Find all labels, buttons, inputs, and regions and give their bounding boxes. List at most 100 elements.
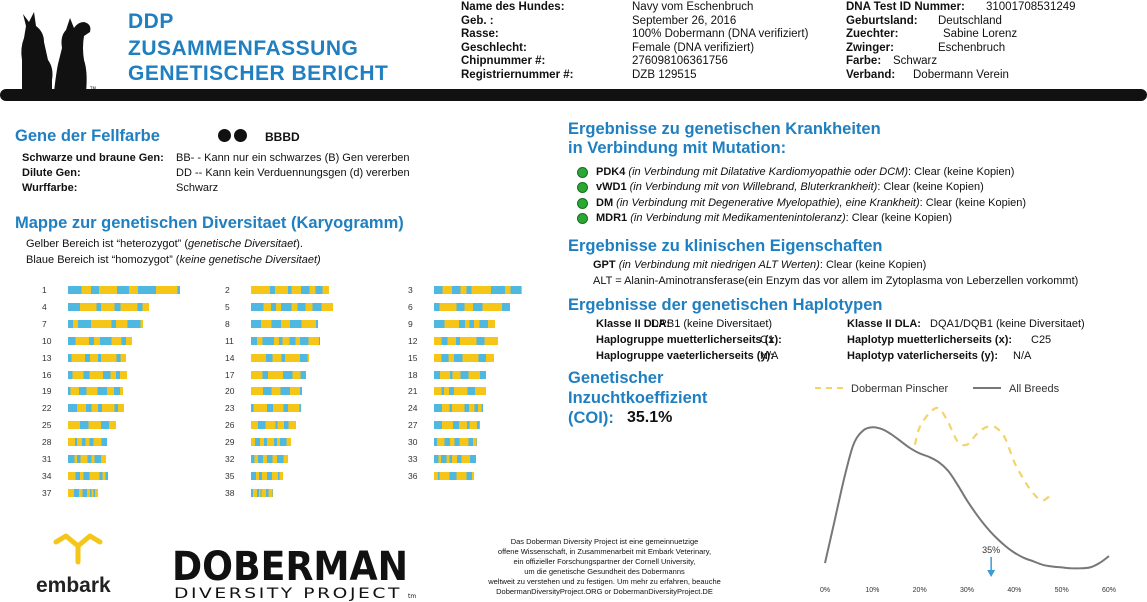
chromosome-number: 26 (225, 420, 235, 431)
chromosome-bar (434, 387, 486, 396)
chromosome-number: 32 (225, 454, 235, 464)
chromosome-number: 16 (42, 369, 52, 380)
chromosome-number: 5 (225, 301, 230, 312)
dog-info-value: September 26, 2016 (632, 14, 737, 27)
footer-line: DobermanDiversityProject.ORG or Doberman… (496, 587, 713, 596)
coi-value: 35.1% (627, 409, 673, 426)
dog-info-value: 276098106361756 (632, 55, 728, 67)
dog-info-label: Registriernummer #: (461, 68, 574, 81)
chromosome-number: 11 (225, 335, 234, 346)
disease-result: : Clear (keine Kopien) (919, 196, 1027, 209)
series-line (824, 426, 1110, 570)
chromosome-bar (251, 319, 318, 328)
disease-result: : Clear (keine Kopien) (845, 211, 953, 224)
disease-result: : Clear (keine Kopien) (877, 181, 984, 194)
embark-label: embark (36, 574, 111, 597)
chromosome-bar (68, 471, 108, 480)
chromosome-number: 20 (225, 386, 235, 397)
chromosome-number: 24 (408, 403, 418, 414)
chromosome-number: 30 (408, 437, 418, 448)
dog-info-label: Farbe: (846, 55, 882, 67)
ddp-logo-subtext: DIVERSITY PROJECT (174, 586, 402, 602)
coat-gene-label: Wurffarbe: (22, 182, 78, 194)
chromosome-number: 36 (408, 470, 418, 481)
chromosome-number: 37 (42, 487, 52, 498)
chromosome-bar (434, 286, 522, 294)
clear-status-icon (577, 182, 588, 194)
dog-info-value: Navy vom Eschenbruch (632, 1, 754, 13)
haplotype-heading: Ergebnisse der genetischen Haplotypen (568, 296, 883, 314)
chromosome-bar (68, 370, 127, 379)
chromosome-number: 31 (42, 454, 52, 464)
coi-marker-arrowhead (987, 570, 996, 577)
x-tick-label: 60% (1102, 587, 1116, 594)
coat-dot-1 (218, 129, 231, 142)
chromosome-bar (251, 302, 333, 311)
chromosome-bar (251, 438, 291, 447)
chromosome-bar (68, 488, 98, 497)
dog-info-label: Geschlecht: (461, 41, 527, 54)
dog-info-label: Chipnummer #: (461, 55, 546, 67)
disease-gene: vWD1 (596, 181, 627, 194)
chromosome-number: 10 (42, 335, 52, 346)
coi-marker-label: 35% (982, 545, 1000, 555)
gpt-result: GPT (in Verbindung mit niedrigen ALT Wer… (593, 259, 927, 271)
x-tick-label: 30% (960, 587, 974, 594)
chromosome-number: 1 (42, 285, 47, 295)
coat-gene-value: BB- - Kann nur ein schwarzes (B) Gen ver… (176, 152, 410, 164)
chromosome-number: 28 (42, 437, 52, 448)
disease-heading-line-2: in Verbindung mit Mutation: (568, 139, 787, 157)
disease-description: (in Verbindung mit Dilatative Kardiomyop… (628, 166, 909, 178)
footer-line: Das Doberman Diversity Project ist eine … (510, 537, 699, 546)
legend-label: Doberman Pinscher (851, 383, 949, 395)
chromosome-bar (251, 471, 283, 480)
dog-info-value: Dobermann Verein (913, 68, 1009, 81)
chromosome-bar (434, 336, 498, 345)
disease-gene: DM (596, 196, 614, 209)
haplotype-label: Klasse II DLA: (847, 318, 921, 330)
karyogram-heading: Mappe zur genetischen Diversitaet (Karyo… (15, 214, 404, 232)
coat-gene-label: Schwarze und braune Gen: (22, 152, 164, 164)
dog-info-value: DZB 129515 (632, 68, 697, 81)
footer-description: Das Doberman Diversity Project ist eine … (432, 537, 777, 597)
chromosome-number: 9 (408, 318, 413, 329)
coat-dot-2 (234, 129, 247, 142)
chromosome-bar (68, 319, 143, 328)
chromosome-bar (251, 404, 301, 413)
svg-text:TM: TM (89, 86, 96, 91)
disease-result-row: DM (in Verbindung mit Degenerative Myelo… (596, 197, 1026, 209)
haplotype-label: Klasse II DLA: (596, 318, 670, 330)
haplotype-label: Haplogruppe vaeterlicherseits (y): (596, 350, 774, 362)
report-title-line-1: DDP (128, 10, 174, 33)
dog-info-label: Zwinger: (846, 41, 894, 54)
chromosome-number: 25 (42, 420, 52, 431)
coi-distribution-chart: Doberman Pinscher All Breeds 0% 10% 20% 30% 40… (815, 383, 1116, 594)
dog-info-label: Name des Hundes: (461, 1, 565, 13)
chromosome-number: 18 (408, 369, 418, 380)
chromosome-bar (434, 319, 495, 328)
chromosome-bar (251, 370, 306, 379)
disease-description: (in Verbindung mit Degenerative Myelopat… (616, 196, 920, 209)
chromosome-number: 12 (408, 335, 418, 346)
footer-line: um die genetische Gesundheit des Doberma… (524, 567, 685, 576)
dog-info-value: Deutschland (938, 14, 1002, 27)
chromosome-number: 19 (42, 386, 52, 397)
x-tick-label: 50% (1055, 587, 1069, 594)
karyogram-legend-blue: Blaue Bereich ist “homozygot” (keine gen… (26, 254, 321, 266)
chromosome-bar (434, 421, 480, 430)
coat-gene-label: Dilute Gen: (22, 167, 81, 179)
chromosome-bar (251, 387, 302, 396)
chromosome-number: 17 (225, 369, 235, 380)
dobermann-logo: TM (21, 12, 96, 92)
chromosome-number: 21 (408, 386, 418, 397)
dog-info-value: Female (DNA verifiziert) (632, 41, 755, 54)
dog-info-label: Verband: (846, 68, 896, 81)
disease-result-row: MDR1 (in Verbindung mit Medikamenteninto… (596, 212, 952, 224)
haplotype-label: Haplogruppe muetterlicherseits (x): (596, 334, 782, 346)
haplotype-label: Haplotyp vaterlicherseits (y): (847, 350, 998, 362)
chromosome-bar (68, 353, 126, 362)
embark-logo-icon (53, 533, 103, 565)
chromosome-number: 4 (42, 301, 47, 312)
doberman-diversity-project-logo: DOBERMAN DIVERSITY PROJECT tm (172, 544, 416, 602)
dog-info-label: Geburtsland: (846, 14, 918, 27)
